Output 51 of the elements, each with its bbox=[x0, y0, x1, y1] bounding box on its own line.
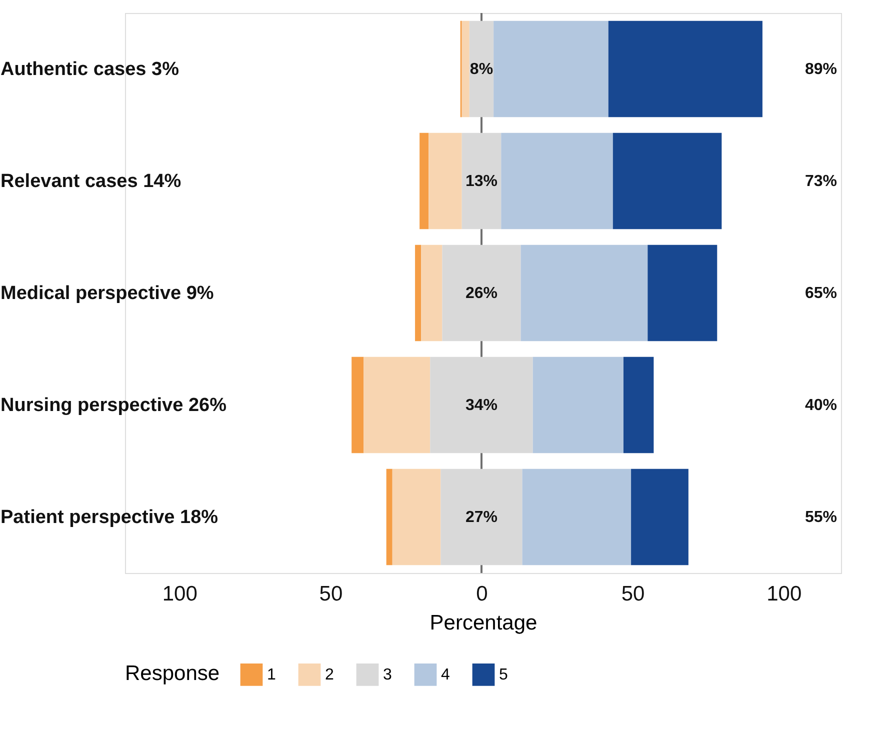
annotation: 73% bbox=[804, 173, 837, 190]
bar bbox=[442, 244, 521, 342]
bar bbox=[522, 468, 632, 566]
bar bbox=[469, 20, 494, 118]
data-label: 13% bbox=[465, 173, 498, 190]
x-tick-label: 100 bbox=[766, 582, 802, 606]
legend-title: Response bbox=[125, 662, 220, 685]
bar bbox=[420, 132, 429, 230]
bar bbox=[364, 356, 430, 454]
bar bbox=[462, 132, 502, 230]
bar bbox=[440, 468, 522, 566]
data-label: 34% bbox=[465, 397, 498, 414]
data-label: 26% bbox=[465, 285, 498, 302]
data-label: 8% bbox=[470, 61, 494, 78]
legend-label: 2 bbox=[325, 666, 334, 684]
data-label: 27% bbox=[465, 509, 498, 526]
bar bbox=[648, 244, 718, 342]
bar bbox=[520, 244, 648, 342]
annotation: 89% bbox=[804, 61, 837, 78]
bar bbox=[494, 20, 608, 118]
bar bbox=[428, 132, 462, 230]
bar bbox=[631, 468, 688, 566]
bar bbox=[392, 468, 441, 566]
legend-label: 5 bbox=[499, 666, 508, 684]
bar bbox=[532, 356, 624, 454]
bar bbox=[623, 356, 654, 454]
annotation: 40% bbox=[804, 397, 837, 414]
y-tick-label: Authentic cases 3% bbox=[0, 59, 180, 80]
legend-label: 4 bbox=[441, 666, 450, 684]
bar bbox=[462, 20, 470, 118]
legend-label: 1 bbox=[267, 666, 276, 684]
annotation: 65% bbox=[804, 285, 837, 302]
bar bbox=[608, 20, 762, 118]
bar bbox=[421, 244, 442, 342]
y-tick-label: Medical perspective 9% bbox=[0, 283, 214, 304]
bar bbox=[386, 468, 392, 566]
legend-label: 3 bbox=[383, 666, 392, 684]
bar bbox=[415, 244, 422, 342]
bar bbox=[430, 356, 533, 454]
y-tick-label: Patient perspective 18% bbox=[0, 507, 218, 528]
y-tick-label: Relevant cases 14% bbox=[0, 171, 182, 192]
annotation: 55% bbox=[804, 509, 837, 526]
x-tick-label: 100 bbox=[162, 582, 198, 606]
x-tick-label: 50 bbox=[319, 582, 343, 606]
bar bbox=[352, 356, 364, 454]
x-tick-label: 50 bbox=[621, 582, 645, 606]
x-axis-title: Percentage bbox=[430, 612, 538, 634]
bar bbox=[612, 132, 722, 230]
y-tick-label: Nursing perspective 26% bbox=[0, 395, 227, 416]
bar bbox=[501, 132, 613, 230]
x-tick-label: 0 bbox=[476, 582, 488, 606]
